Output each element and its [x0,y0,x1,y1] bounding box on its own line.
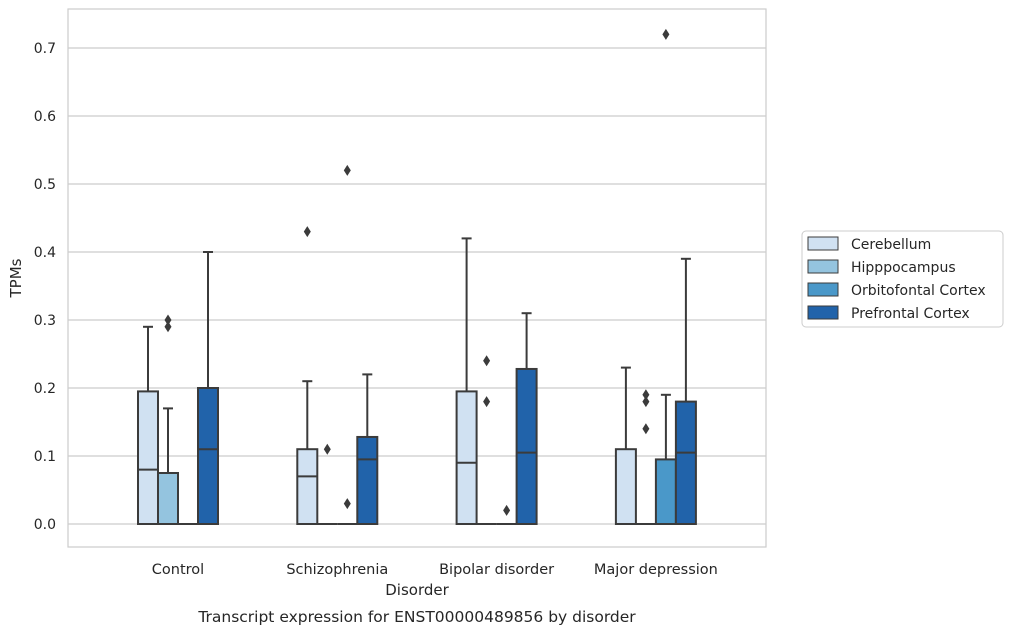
legend: Cerebellum Hipppocampus Orbitofontal Corte… [801,230,1004,328]
legend-swatch [807,259,839,274]
outlier-point [642,423,650,435]
x-tick-label: Schizophrenia [286,562,388,578]
y-axis-label: TPMs [7,258,25,298]
outlier-point [323,443,331,455]
box-hipppocampus [317,443,338,525]
chart-title: Transcript expression for ENST0000048985… [197,608,636,626]
box-orbitofontal-cortex [337,164,358,525]
outlier-point [642,389,650,401]
box-body [455,390,478,525]
box-orbitofontal-cortex [654,28,677,525]
outlier-point [343,498,351,510]
box-body [515,367,538,525]
box-hipppocampus [635,389,656,525]
box-hipppocampus [476,355,497,525]
outlier-point [642,396,650,408]
outlier-point [483,396,491,408]
box-body [137,390,159,525]
y-tick-label: 0.6 [34,109,56,125]
legend-frame [801,230,1004,328]
outlier-point [503,504,511,516]
box-prefrontal-cortex [515,312,538,525]
box-body [614,448,637,526]
legend-label: Orbitofontal Cortex [851,283,986,299]
y-tick-label: 0.3 [34,313,56,329]
box-prefrontal-cortex [674,257,697,526]
x-axis-label: Disorder [385,581,449,599]
outlier-point [164,314,172,326]
box-cerebellum [614,366,637,526]
legend-label: Hipppocampus [851,260,956,276]
outlier-point [662,28,670,40]
box-body [197,387,219,525]
y-tick-labels: 0.0 0.1 0.2 0.3 0.4 0.5 0.6 0.7 [34,41,56,533]
legend-label: Prefrontal Cortex [851,306,970,322]
outlier-point [343,164,351,176]
box-prefrontal-cortex [197,251,219,525]
legend-swatch [807,305,839,320]
x-tick-label: Bipolar disorder [439,562,554,578]
legend-swatch [807,236,839,251]
box-cerebellum [296,226,319,526]
box-body [674,400,697,526]
box-groups [137,28,697,526]
box-body [654,458,677,525]
y-tick-label: 0.2 [34,381,56,397]
y-tick-label: 0.1 [34,449,56,465]
legend-label: Cerebellum [851,237,931,253]
outlier-point [164,321,172,333]
plot-frame [67,8,767,548]
box-body [296,448,319,526]
x-tick-labels: Control Schizophrenia Bipolar disorder Majo… [152,562,718,578]
box-body [356,435,379,525]
grid-lines [68,47,766,525]
outlier-point [483,355,491,367]
y-tick-label: 0.0 [34,517,56,533]
x-tick-label: Major depression [594,562,718,578]
box-prefrontal-cortex [356,373,379,525]
y-tick-label: 0.7 [34,41,56,57]
box-cerebellum [137,325,159,525]
legend-swatch [807,282,839,297]
box-orbitofontal-cortex [496,504,517,525]
box-body [157,472,179,525]
box-cerebellum [455,237,478,525]
outlier-point [303,226,311,238]
y-tick-label: 0.5 [34,177,56,193]
y-tick-label: 0.4 [34,245,56,261]
x-tick-label: Control [152,562,204,578]
box-hipppocampus [157,314,179,525]
